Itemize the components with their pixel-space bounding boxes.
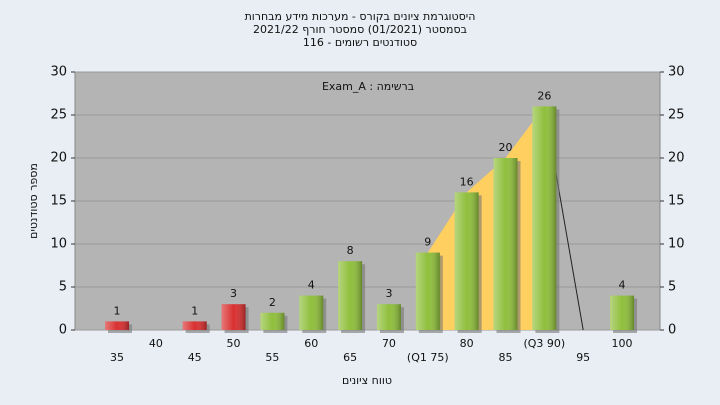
value-label: 8	[347, 244, 354, 257]
bar-shade	[376, 304, 401, 330]
bar-shade	[454, 192, 479, 330]
y-tick-label: 0	[59, 323, 67, 338]
value-label: 4	[308, 279, 315, 292]
bar-shade	[299, 295, 324, 330]
bar-shade	[415, 252, 440, 330]
bar-shade	[221, 304, 246, 330]
y-tick-label: 25	[50, 108, 67, 123]
x-tick-label: 95	[576, 351, 590, 364]
value-label: 20	[499, 141, 513, 154]
y-tick-label: 5	[59, 280, 67, 295]
value-label: 3	[385, 287, 392, 300]
annotation: Exam_A : ברשימה	[322, 80, 414, 93]
value-label: 16	[460, 175, 474, 188]
value-label: 1	[191, 304, 198, 317]
value-label: 26	[537, 89, 551, 102]
bar-shade	[105, 321, 129, 330]
bar-shade	[260, 312, 285, 330]
y2-tick-label: 15	[668, 194, 685, 209]
x-tick-label: 50	[227, 337, 241, 350]
value-label: 4	[619, 279, 626, 292]
y-tick-label: 15	[50, 194, 67, 209]
x-tick-label: 60	[304, 337, 318, 350]
y-tick-label: 10	[50, 237, 67, 252]
y-axis-label: מספר סטודנטים	[27, 163, 40, 239]
y2-tick-label: 5	[668, 280, 676, 295]
y2-tick-label: 0	[668, 323, 676, 338]
bar-shade	[610, 295, 635, 330]
x-tick-label: 40	[149, 337, 163, 350]
y2-tick-label: 20	[668, 151, 685, 166]
x-tick-label: 65	[343, 351, 357, 364]
x-tick-label: 55	[265, 351, 279, 364]
bar-shade	[338, 261, 363, 330]
x-tick-label: 100	[612, 337, 633, 350]
bar-shade	[532, 106, 557, 331]
x-tick-label: 80	[460, 337, 474, 350]
value-label: 1	[114, 304, 121, 317]
y-tick-label: 20	[50, 151, 67, 166]
value-label: 9	[424, 236, 431, 249]
y-tick-label: 30	[50, 65, 67, 80]
bar-shade	[493, 158, 518, 330]
x-tick-label: (Q1 75)	[407, 351, 449, 364]
value-label: 3	[230, 287, 237, 300]
x-axis-label: טווח ציונים	[342, 374, 392, 387]
chart-title: היסטוגרמת ציונים בקורס - מערכות מידע מבח…	[245, 10, 476, 23]
y2-tick-label: 10	[668, 237, 685, 252]
chart-title: סטודנטים רשומים - 116	[303, 36, 417, 49]
x-tick-label: 70	[382, 337, 396, 350]
chart-title: בסמסטר (01/2021) סמסטר חורף 2021/22	[253, 23, 467, 36]
bar-shade	[182, 321, 207, 330]
y2-tick-label: 25	[668, 108, 685, 123]
x-tick-label: 45	[188, 351, 202, 364]
x-tick-label: 85	[499, 351, 513, 364]
x-tick-label: 35	[110, 351, 124, 364]
y2-tick-label: 30	[668, 65, 685, 80]
x-tick-label: (Q3 90)	[523, 337, 565, 350]
value-label: 2	[269, 296, 276, 309]
